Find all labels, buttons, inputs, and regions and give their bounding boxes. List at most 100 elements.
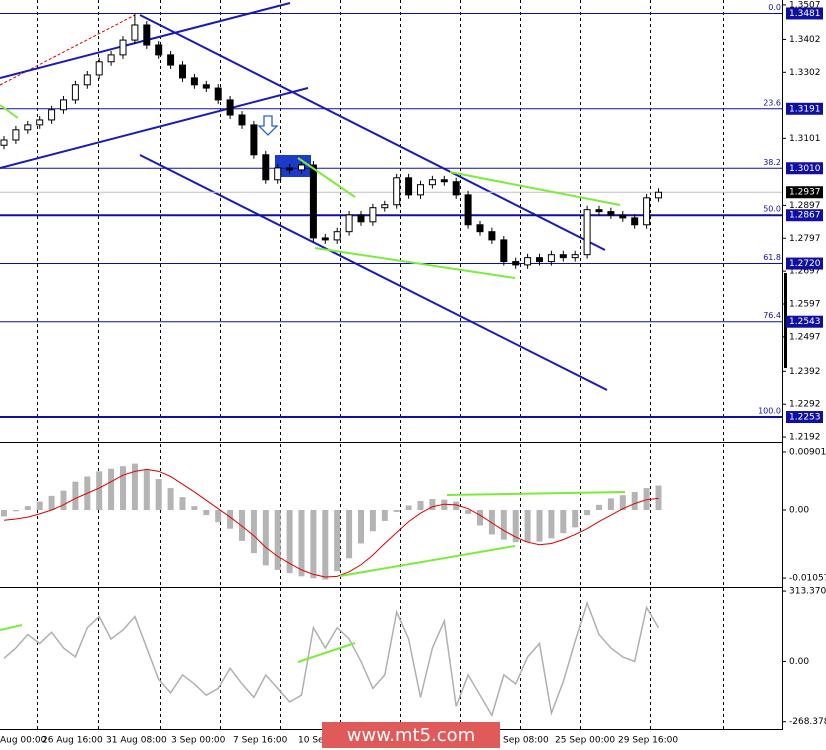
candle-body — [309, 164, 317, 239]
divergence-line — [339, 545, 516, 577]
fib-price-box — [786, 7, 823, 20]
candle-body — [250, 124, 258, 156]
macd-bar — [167, 488, 174, 510]
fib-price-label: 1.2253 — [789, 413, 821, 423]
fib-price-label: 1.3481 — [789, 9, 821, 19]
macd-bar — [453, 501, 460, 510]
candle-body — [476, 224, 484, 233]
candle-body — [571, 254, 579, 259]
candle-body — [547, 254, 555, 263]
divergence-line — [449, 171, 621, 206]
candle-body — [393, 177, 401, 206]
watermark-box — [322, 722, 500, 748]
fib-price-box — [786, 209, 823, 222]
candle-body — [536, 257, 543, 263]
time-label: 29 Sep 16:00 — [618, 736, 678, 746]
fib-price-label: 1.2867 — [789, 211, 821, 221]
fib-level-label: 76.4 — [763, 311, 781, 320]
fib-level-label: 100.0 — [758, 407, 781, 416]
macd-bar — [477, 509, 483, 526]
macd-bar — [36, 501, 43, 510]
trend-dashed — [0, 14, 136, 86]
macd-bar — [619, 495, 626, 510]
y-tick-label: 1.2697 — [789, 267, 821, 277]
fib-price-label: 1.3010 — [789, 164, 821, 174]
time-grid — [37, 0, 724, 729]
macd-bar — [96, 471, 103, 510]
candle-body — [131, 24, 139, 41]
candle-body — [119, 39, 127, 56]
candle-body — [488, 231, 496, 241]
time-label: 31 Aug 08:00 — [106, 736, 167, 746]
fib-price-label: 1.2543 — [789, 317, 821, 327]
time-label: 3 Sep 00:00 — [171, 736, 226, 746]
macd-bar — [584, 509, 591, 516]
candle-body — [179, 64, 186, 79]
fib-price-box — [786, 257, 823, 270]
candle-body — [452, 181, 460, 196]
fib-price-box — [786, 411, 823, 424]
current-price-label: 1.2937 — [789, 188, 821, 198]
macd-bar — [512, 509, 519, 543]
y-tick-label: -268.3780 — [789, 717, 826, 727]
candle-body — [155, 44, 163, 56]
macd-bar — [203, 509, 210, 516]
candle-body — [190, 77, 198, 86]
macd-bar — [536, 509, 543, 542]
candle-body — [417, 184, 424, 196]
y-tick-label: 1.2292 — [789, 400, 821, 410]
candle-body — [36, 119, 44, 126]
y-tick-label: 1.2597 — [789, 299, 821, 309]
y-tick-label: 313.3704 — [789, 587, 826, 597]
macd-bar — [274, 509, 281, 570]
macd-bar — [143, 470, 150, 510]
candle-body — [298, 164, 305, 171]
macd-bar — [191, 506, 198, 510]
macd-bar — [286, 509, 293, 574]
divergence-line — [297, 642, 356, 663]
candle-body — [214, 87, 222, 101]
candle-body — [512, 261, 520, 266]
macd-bar — [12, 509, 19, 512]
candle-body — [286, 167, 294, 171]
time-label: 25 Sep 00:00 — [555, 736, 615, 746]
macd-bar — [334, 509, 341, 572]
candle-body — [643, 197, 651, 226]
candle-body — [167, 54, 175, 66]
candle-body — [464, 194, 472, 226]
divergence-lines — [0, 104, 626, 663]
candle-body — [524, 257, 532, 266]
candle-body — [381, 204, 389, 209]
macd-bar — [381, 509, 388, 521]
scale-bar — [784, 273, 787, 368]
macd-bar — [108, 468, 115, 510]
macd-bar — [239, 509, 245, 541]
candle-body — [95, 61, 103, 76]
macd-bar — [560, 509, 567, 534]
divergence-line — [446, 491, 626, 496]
candle-body — [333, 231, 341, 241]
candle-body — [321, 237, 329, 241]
candle-body — [202, 84, 210, 89]
macd-bar — [24, 506, 31, 510]
arrow-down — [257, 115, 279, 136]
candle-body — [440, 179, 448, 183]
macd-bar — [405, 505, 412, 510]
watermark: www.mt5.com — [347, 725, 475, 746]
macd-bar — [607, 498, 614, 510]
time-label: 7 Sep 16:00 — [233, 736, 288, 746]
fib-price-box — [786, 102, 823, 115]
fib-level-label: 0.0 — [768, 3, 781, 12]
macd-bar — [429, 499, 436, 510]
y-tick-label: 0.00 — [789, 657, 809, 667]
y-tick-label: 1.2192 — [789, 433, 821, 443]
y-tick-label: 1.3507 — [789, 0, 821, 10]
candle-body — [0, 139, 8, 146]
divergence-line — [0, 104, 19, 119]
y-tick-label: 1.3101 — [789, 134, 821, 144]
macd-bar — [310, 509, 317, 579]
candle-body — [369, 207, 377, 223]
y-tick-label: -0.01057 — [789, 574, 826, 584]
macd-bar — [369, 509, 376, 532]
